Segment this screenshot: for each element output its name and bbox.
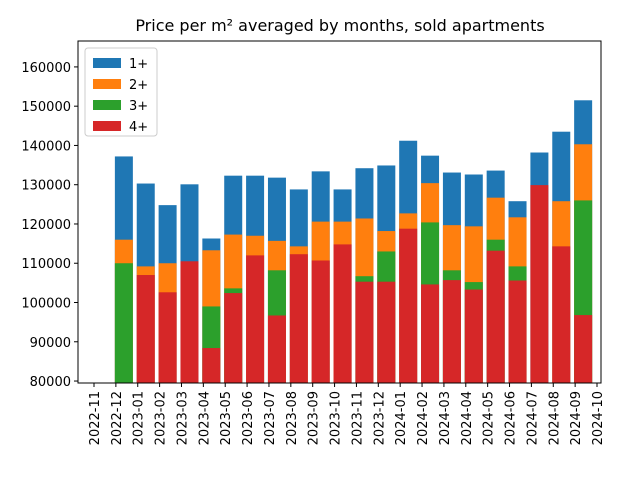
y-tick-label: 110000	[21, 257, 71, 272]
x-tick-label: 2024-09	[569, 391, 584, 445]
bar	[311, 260, 330, 383]
legend-label: 4+	[129, 120, 148, 135]
bar	[530, 185, 549, 383]
bar	[574, 315, 593, 383]
x-tick-label: 2024-07	[525, 391, 540, 445]
bar	[180, 261, 199, 383]
legend-label: 1+	[129, 57, 148, 72]
legend-swatch	[93, 121, 121, 131]
x-tick-label: 2022-12	[110, 391, 125, 445]
bar	[421, 284, 440, 383]
bar	[333, 244, 352, 383]
y-tick-label: 130000	[21, 179, 71, 194]
y-tick-label: 80000	[30, 375, 71, 390]
x-tick-label: 2023-11	[350, 391, 365, 445]
x-tick-label: 2023-09	[307, 391, 322, 445]
x-tick-label: 2023-02	[154, 391, 169, 445]
x-tick-label: 2024-04	[460, 391, 475, 445]
x-tick-label: 2022-11	[88, 391, 103, 445]
legend-swatch	[93, 100, 121, 110]
legend-box	[84, 47, 158, 137]
x-tick-label: 2023-04	[197, 391, 212, 445]
legend-label: 3+	[129, 99, 148, 114]
y-tick-label: 90000	[30, 336, 71, 351]
legend-label: 2+	[129, 78, 148, 93]
bar	[355, 281, 374, 383]
bar	[399, 228, 418, 383]
y-tick-label: 160000	[21, 61, 71, 76]
chart-title: Price per m² averaged by months, sold ap…	[135, 16, 544, 35]
bar	[486, 250, 505, 383]
y-tick-label: 120000	[21, 218, 71, 233]
x-tick-label: 2024-06	[504, 391, 519, 445]
bar	[202, 348, 221, 383]
x-tick-label: 2024-02	[416, 391, 431, 445]
y-tick-label: 100000	[21, 297, 71, 312]
x-tick-label: 2023-05	[219, 391, 234, 445]
legend-swatch	[93, 58, 121, 68]
x-tick-label: 2023-08	[285, 391, 300, 445]
bar	[508, 280, 527, 383]
y-tick-label: 150000	[21, 100, 71, 115]
x-tick-label: 2024-03	[438, 391, 453, 445]
bar	[267, 315, 286, 383]
plot-frame	[77, 40, 602, 384]
x-tick-label: 2024-08	[547, 391, 562, 445]
x-tick-label: 2023-06	[241, 391, 256, 445]
x-tick-label: 2024-05	[482, 391, 497, 445]
x-tick-label: 2023-03	[175, 391, 190, 445]
x-tick-label: 2023-12	[372, 391, 387, 445]
bar	[464, 289, 483, 383]
bar	[246, 255, 265, 383]
bar	[224, 293, 243, 383]
y-tick-label: 140000	[21, 139, 71, 154]
bar	[136, 275, 155, 383]
bar	[377, 281, 396, 383]
bar	[114, 263, 133, 383]
x-tick-label: 2023-07	[263, 391, 278, 445]
bar	[158, 292, 177, 383]
legend-swatch	[93, 79, 121, 89]
bar	[442, 280, 461, 383]
bar	[289, 254, 308, 383]
x-tick-label: 2023-10	[329, 391, 344, 445]
x-tick-label: 2023-01	[132, 391, 147, 445]
x-tick-label: 2024-01	[394, 391, 409, 445]
bar	[552, 246, 571, 383]
x-tick-label: 2024-10	[591, 391, 606, 445]
